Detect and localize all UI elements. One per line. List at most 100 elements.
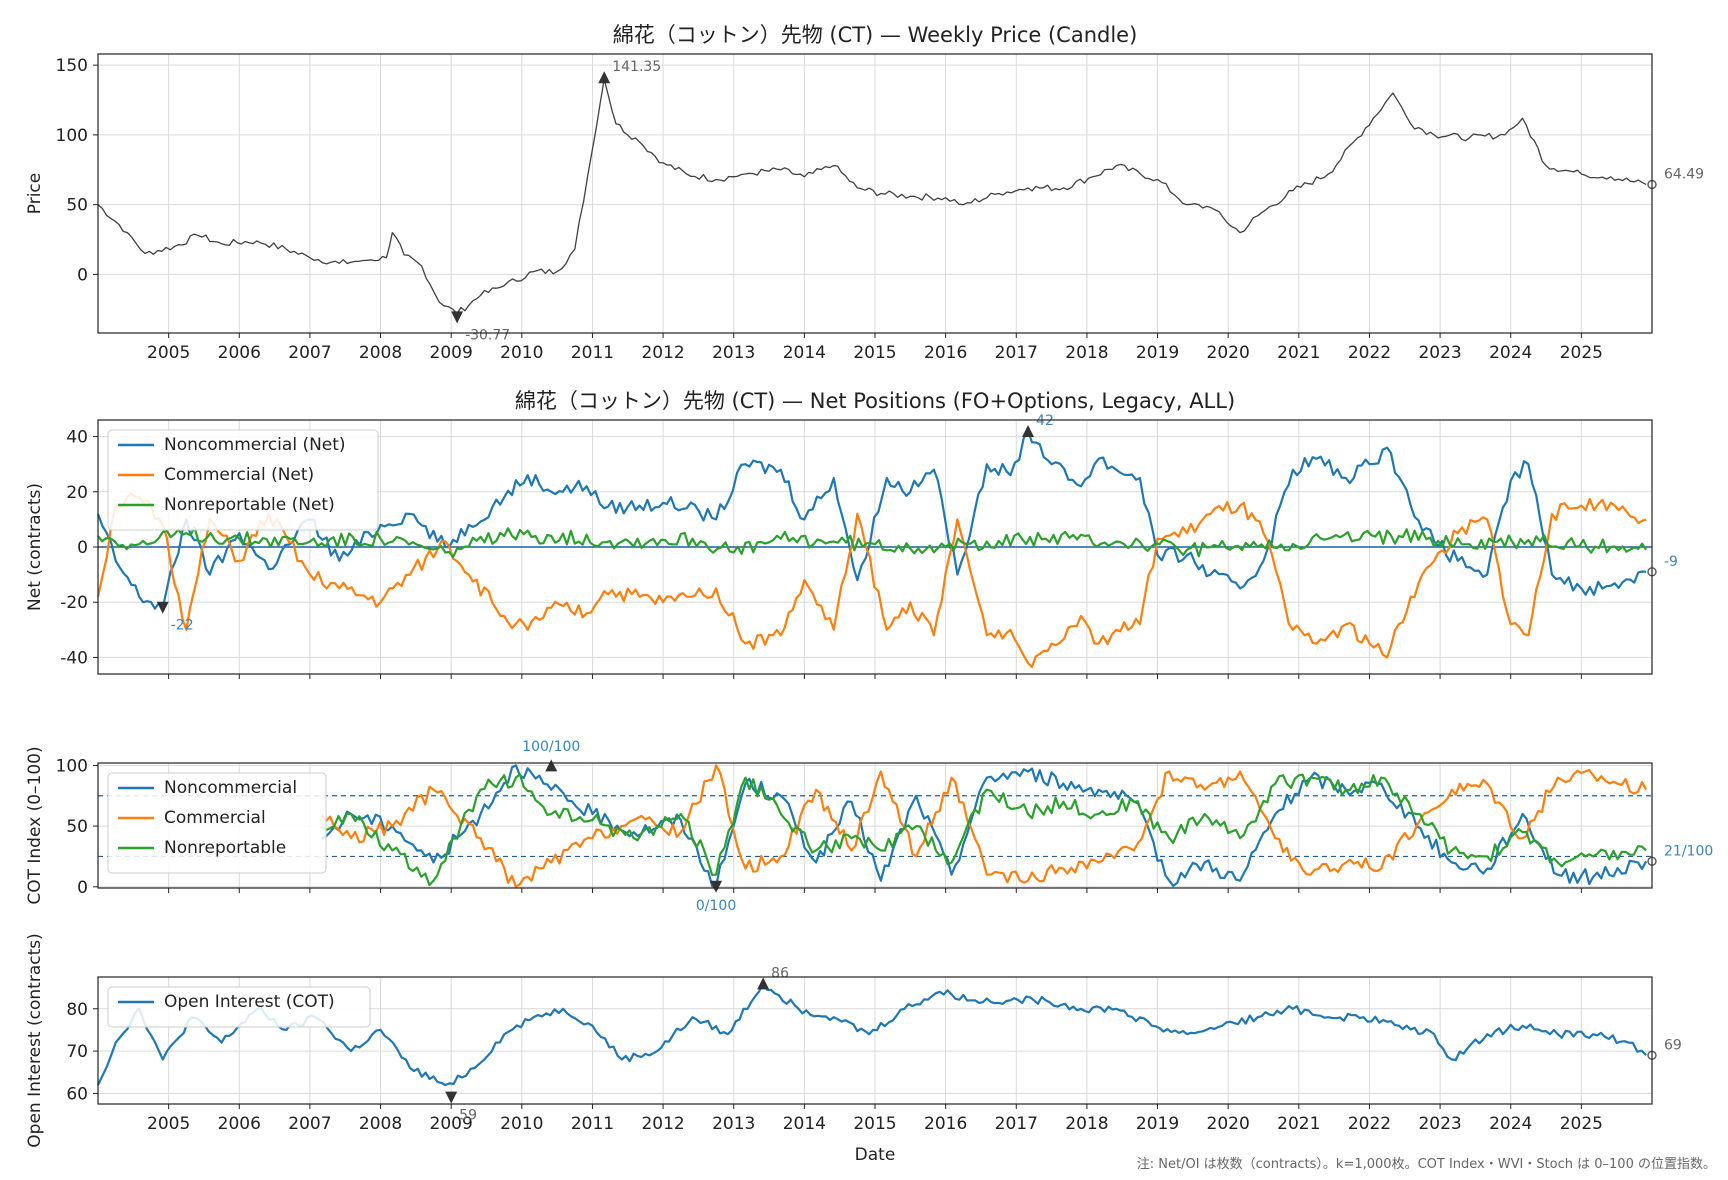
x-tick-label: 2021	[1277, 343, 1320, 363]
panel-title: 綿花（コットン）先物 (CT) — Weekly Price (Candle)	[613, 23, 1138, 47]
legend-label: Noncommercial	[164, 778, 297, 798]
y-axis-label: Net (contracts)	[25, 483, 45, 611]
legend: Noncommercial (Net) Commercial (Net) Nonre…	[107, 429, 379, 531]
x-tick-label: 2016	[924, 1114, 967, 1134]
x-tick-label: 2021	[1277, 1114, 1320, 1134]
x-tick-label: 2025	[1560, 1114, 1603, 1134]
plot-frame	[97, 53, 1653, 334]
x-tick-label: 2009	[430, 343, 473, 363]
y-tick-label: 40	[66, 428, 88, 448]
x-tick-label: 2006	[218, 343, 261, 363]
x-tick-label: 2015	[853, 1114, 896, 1134]
min-label: -22	[171, 618, 194, 634]
max-marker	[757, 977, 770, 990]
legend-label: Commercial (Net)	[164, 465, 314, 485]
series-line-price	[97, 78, 1647, 315]
max-label: 86	[771, 965, 789, 981]
x-tick-label: 2020	[1207, 1114, 1250, 1134]
y-axis-label: Open Interest (contracts)	[25, 933, 45, 1147]
y-tick-label: 0	[77, 538, 88, 558]
max-marker	[598, 71, 611, 84]
x-tick-label: 2022	[1348, 1114, 1391, 1134]
x-tick-label: 2007	[288, 343, 331, 363]
y-tick-label: -40	[60, 648, 88, 668]
panel-title: 綿花（コットン）先物 (CT) — Net Positions (FO+Opti…	[515, 389, 1235, 413]
x-tick-label: 2012	[641, 343, 684, 363]
x-tick-label: 2015	[853, 343, 896, 363]
panel-open-interest: 2005 2006 2007 2008 2009 2010 2011 2012 2013 2014…	[25, 933, 1682, 1147]
y-tick-label: 0	[77, 265, 88, 285]
panel-cot-index: 0 50 100 COT Index (0–100) 100/100 0/100 21/10…	[25, 739, 1713, 914]
legend-box	[107, 986, 371, 1028]
series-line-noncommercial	[321, 764, 1648, 888]
panel-price: 綿花（コットン）先物 (CT) — Weekly Price (Candle) 2…	[25, 23, 1704, 363]
x-tick-label: 2008	[359, 343, 402, 363]
min-label: 0/100	[696, 898, 736, 914]
x-tick-label: 2018	[1065, 1114, 1108, 1134]
x-tick-label: 2024	[1489, 1114, 1532, 1134]
max-marker	[545, 759, 558, 772]
panel-net: 綿花（コットン）先物 (CT) — Net Positions (FO+Opti…	[25, 389, 1678, 679]
x-tick-label: 2024	[1489, 343, 1532, 363]
x-tick-label: 2009	[430, 1114, 473, 1134]
min-marker	[156, 601, 169, 614]
x-tick-label: 2011	[571, 1114, 614, 1134]
legend-box	[107, 772, 327, 874]
series-line-open-interest-cot-	[97, 982, 1647, 1087]
x-tick-label: 2014	[783, 1114, 826, 1134]
x-tick-label: 2014	[783, 343, 826, 363]
x-tick-label: 2016	[924, 343, 967, 363]
max-label: 141.35	[612, 59, 661, 75]
y-tick-label: 20	[66, 483, 88, 503]
last-label: -9	[1664, 554, 1678, 570]
x-tick-label: 2022	[1348, 343, 1391, 363]
last-label: 69	[1664, 1037, 1682, 1053]
x-tick-label: 2010	[500, 1114, 543, 1134]
x-tick-label: 2011	[571, 343, 614, 363]
y-tick-label: -20	[60, 593, 88, 613]
legend-label: Noncommercial (Net)	[164, 435, 346, 455]
legend-label: Open Interest (COT)	[164, 992, 335, 1012]
footer-note: 注: Net/OI は枚数（contracts）。k=1,000枚。COT In…	[1137, 1157, 1716, 1172]
min-label: 59	[459, 1108, 477, 1124]
series-line-commercial	[320, 764, 1648, 888]
series-line-nonreportable	[320, 773, 1647, 887]
y-tick-label: 0	[77, 878, 88, 898]
x-tick-label: 2018	[1065, 343, 1108, 363]
max-marker	[1022, 425, 1035, 438]
x-tick-label: 2019	[1136, 343, 1179, 363]
y-tick-label: 50	[66, 817, 88, 837]
x-tick-label: 2013	[712, 1114, 755, 1134]
legend-box	[107, 429, 379, 531]
plot-frame	[97, 976, 1653, 1105]
x-tick-label: 2020	[1207, 343, 1250, 363]
y-tick-label: 150	[56, 56, 88, 76]
legend: Open Interest (COT)	[107, 986, 371, 1028]
series-line-commercial-net-	[96, 492, 1647, 668]
x-tick-label: 2025	[1560, 343, 1603, 363]
x-tick-label: 2010	[500, 343, 543, 363]
min-marker	[710, 880, 723, 893]
x-axis-label: Date	[855, 1145, 896, 1165]
x-tick-label: 2006	[218, 1114, 261, 1134]
y-tick-label: 100	[56, 126, 88, 146]
plot-frame	[97, 419, 1653, 675]
x-tick-label: 2017	[995, 343, 1038, 363]
y-axis-label: Price	[25, 173, 45, 214]
y-tick-label: 100	[56, 756, 88, 776]
x-tick-label: 2012	[641, 1114, 684, 1134]
x-tick-label: 2005	[147, 343, 190, 363]
x-tick-label: 2008	[359, 1114, 402, 1134]
min-marker	[445, 1091, 458, 1104]
y-tick-label: 80	[66, 1000, 88, 1020]
last-label: 64.49	[1664, 166, 1704, 182]
min-marker	[451, 311, 464, 324]
x-tick-label: 2023	[1418, 1114, 1461, 1134]
legend: Noncommercial Commercial Nonreportable	[107, 772, 327, 874]
y-tick-label: 50	[66, 196, 88, 216]
x-tick-label: 2005	[147, 1114, 190, 1134]
max-label: 42	[1036, 413, 1054, 429]
x-tick-label: 2023	[1418, 343, 1461, 363]
legend-label: Nonreportable	[164, 838, 286, 858]
